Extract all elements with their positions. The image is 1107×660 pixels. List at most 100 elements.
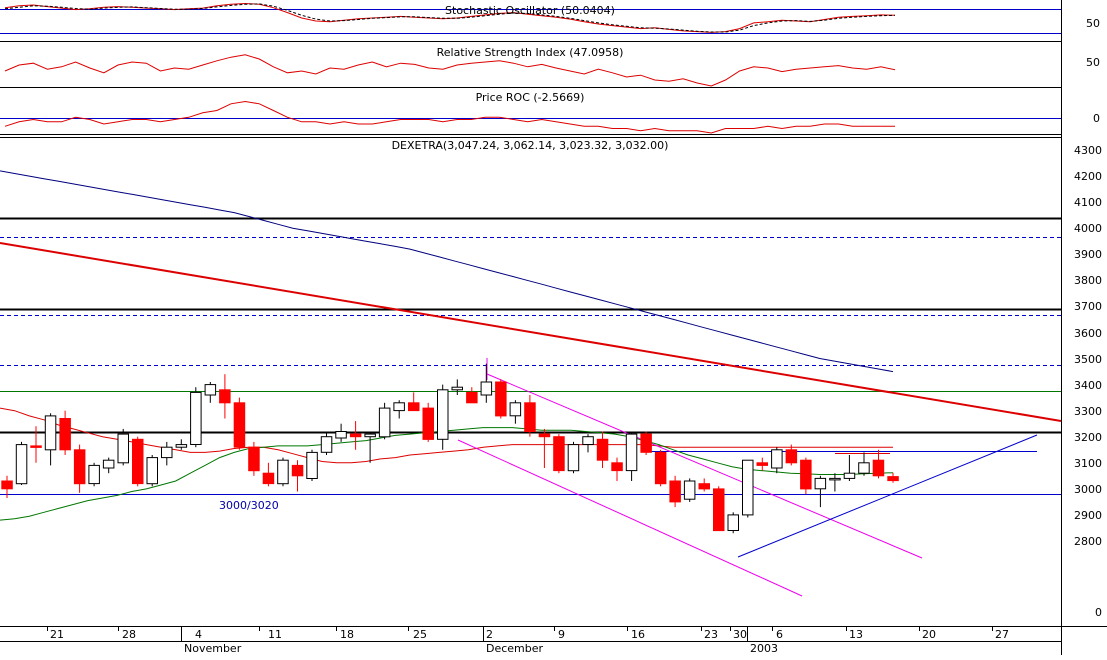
candle-up — [335, 431, 347, 439]
candle-up — [771, 449, 783, 469]
candle-up — [742, 459, 754, 516]
candle-up — [146, 457, 158, 485]
y-tick-3100: 3100 — [1074, 457, 1102, 470]
roc-tick-0: 0 — [1093, 112, 1100, 125]
channel-lower-line — [457, 439, 803, 597]
roc-title: Price ROC (-2.5669) — [476, 91, 585, 104]
rsi-panel: Relative Strength Index (47.0958) 50 — [4, 46, 1100, 87]
candle-up — [509, 402, 522, 417]
candle-down — [291, 464, 304, 477]
x-month-november: November — [184, 642, 242, 655]
candle-down — [408, 402, 420, 412]
x-tick-13: 13 — [849, 628, 863, 641]
candle-up — [683, 480, 696, 500]
y-tick-4000: 4000 — [1074, 222, 1102, 235]
candle-up — [437, 389, 449, 440]
y-tick-3600: 3600 — [1074, 327, 1102, 340]
price-title: DEXETRA(3,047.24, 3,062.14, 3,023.32, 3,… — [392, 139, 669, 152]
candle-up — [843, 472, 856, 479]
x-tick-2: 2 — [486, 628, 493, 641]
candle-down — [596, 438, 609, 461]
candle-up — [451, 386, 463, 391]
candle-up — [393, 402, 405, 412]
x-tick-18: 18 — [340, 628, 354, 641]
candle-down — [248, 446, 260, 472]
price-panel: DEXETRA(3,047.24, 3,062.14, 3,023.32, 3,… — [0, 139, 1102, 619]
candle-up — [814, 477, 827, 490]
candle-down — [524, 402, 536, 432]
x-tick-28: 28 — [122, 628, 136, 641]
candle-down — [538, 433, 551, 438]
x-tick-30: 30 — [733, 628, 747, 641]
y-tick-2800: 2800 — [1074, 535, 1102, 548]
candle-down — [59, 418, 71, 451]
y-tick-4300: 4300 — [1074, 144, 1102, 157]
x-tick-6: 6 — [776, 628, 783, 641]
rsi-line — [4, 54, 896, 87]
x-tick-11: 11 — [268, 628, 282, 641]
candle-down — [611, 462, 623, 472]
candle-down — [219, 389, 231, 404]
x-month-december: December — [486, 642, 544, 655]
y-tick-3000: 3000 — [1074, 483, 1102, 496]
uptrend-support-line — [737, 434, 1038, 558]
candle-up — [15, 444, 28, 485]
rsi-title: Relative Strength Index (47.0958) — [437, 46, 624, 59]
candle-down — [132, 438, 144, 485]
candle-up — [306, 451, 318, 479]
candle-down — [262, 472, 275, 485]
stochastic-signal-line — [4, 3, 896, 33]
roc-panel: Price ROC (-2.5669) 0 — [0, 91, 1100, 134]
x-tick-25: 25 — [413, 628, 427, 641]
y-tick-3900: 3900 — [1074, 248, 1102, 261]
x-axis: 21 28 4 11 18 25 2 9 16 23 30 6 13 20 27… — [47, 626, 1009, 655]
roc-line — [4, 100, 895, 134]
candle-down — [756, 462, 768, 466]
x-tick-16: 16 — [631, 628, 645, 641]
x-tick-4: 4 — [195, 628, 202, 641]
rsi-tick-50: 50 — [1086, 56, 1100, 69]
candle-up — [364, 433, 376, 438]
candle-down — [669, 480, 681, 503]
candle-up — [378, 407, 391, 438]
channel-upper-line — [486, 373, 923, 559]
candle-down — [466, 391, 478, 404]
x-tick-27: 27 — [995, 628, 1009, 641]
support-annotation: 3000/3020 — [219, 499, 279, 512]
y-tick-3500: 3500 — [1074, 353, 1102, 366]
candle-down — [713, 488, 725, 532]
candle-up — [480, 381, 493, 396]
candle-down — [349, 433, 362, 438]
candle-down — [800, 459, 812, 490]
price-y-axis: 4300 4200 4100 4000 3900 3800 3700 3600 … — [1074, 144, 1102, 619]
candle-up — [190, 391, 202, 445]
stochastic-title: Stochastic Oscillator (50.0404) — [445, 4, 615, 17]
y-tick-4200: 4200 — [1074, 170, 1102, 183]
candle-down — [73, 449, 86, 485]
candle-up — [567, 444, 580, 472]
stochastic-line — [4, 2, 896, 33]
y-tick-3700: 3700 — [1074, 300, 1102, 313]
candle-up — [44, 415, 57, 451]
candle-down — [872, 459, 885, 477]
candle-down — [495, 381, 507, 417]
y-tick-4100: 4100 — [1074, 196, 1102, 209]
candle-up — [161, 446, 173, 459]
candle-up — [88, 464, 100, 485]
candle-up — [117, 433, 129, 464]
candle-up — [727, 514, 739, 532]
candle-down — [422, 407, 434, 440]
candle-up — [102, 459, 115, 469]
stochastic-tick-50: 50 — [1086, 17, 1100, 30]
y-tick-3800: 3800 — [1074, 274, 1102, 287]
candle-down — [553, 436, 565, 472]
candle-down — [785, 449, 798, 464]
y-tick-3300: 3300 — [1074, 405, 1102, 418]
candlestick-series — [1, 363, 899, 534]
candle-up — [204, 384, 217, 396]
candle-up — [829, 477, 841, 481]
candle-down — [1, 480, 13, 490]
y-tick-0: 0 — [1095, 606, 1102, 619]
candle-down — [887, 476, 899, 482]
